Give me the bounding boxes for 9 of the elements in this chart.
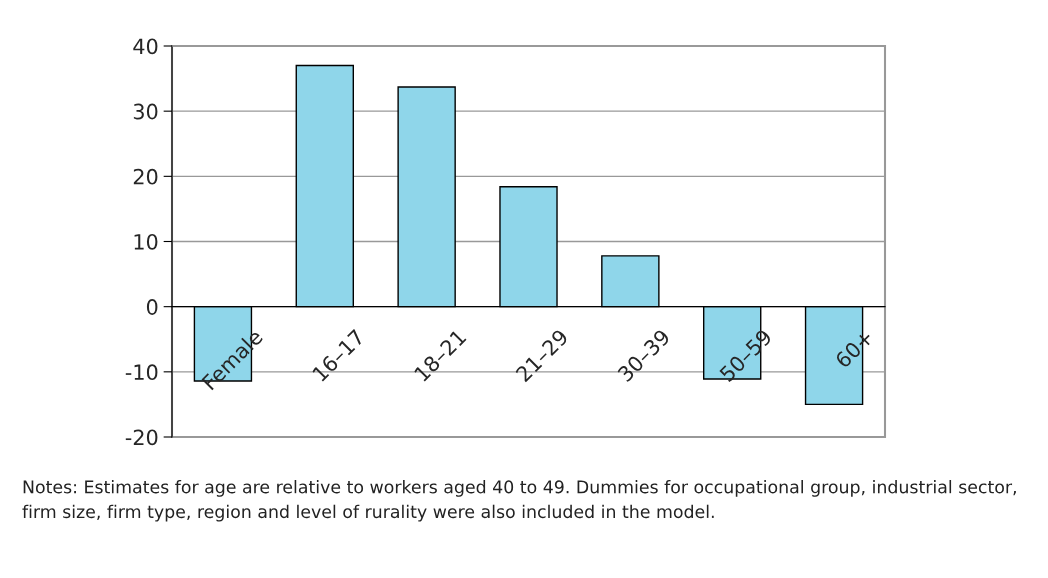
y-tick-label: 10 (134, 233, 158, 250)
x-tick-label: 60+ (834, 329, 874, 369)
text: Notes: Estimates for age are relative to workers aged 40 to 49. Dummies for occupational group, industrial sector, firm size, firm type, region and level of rurality were also included in the model. (22, 480, 1016, 522)
y-tick-label: -20 (125, 429, 158, 446)
y-tick-label: 30 (133, 103, 158, 120)
y-tick-label: 0 (146, 299, 158, 315)
y-tick-label: 40 (133, 38, 158, 55)
y-tick-label: -10 (125, 364, 158, 381)
y-tick-label: 20 (133, 168, 158, 185)
